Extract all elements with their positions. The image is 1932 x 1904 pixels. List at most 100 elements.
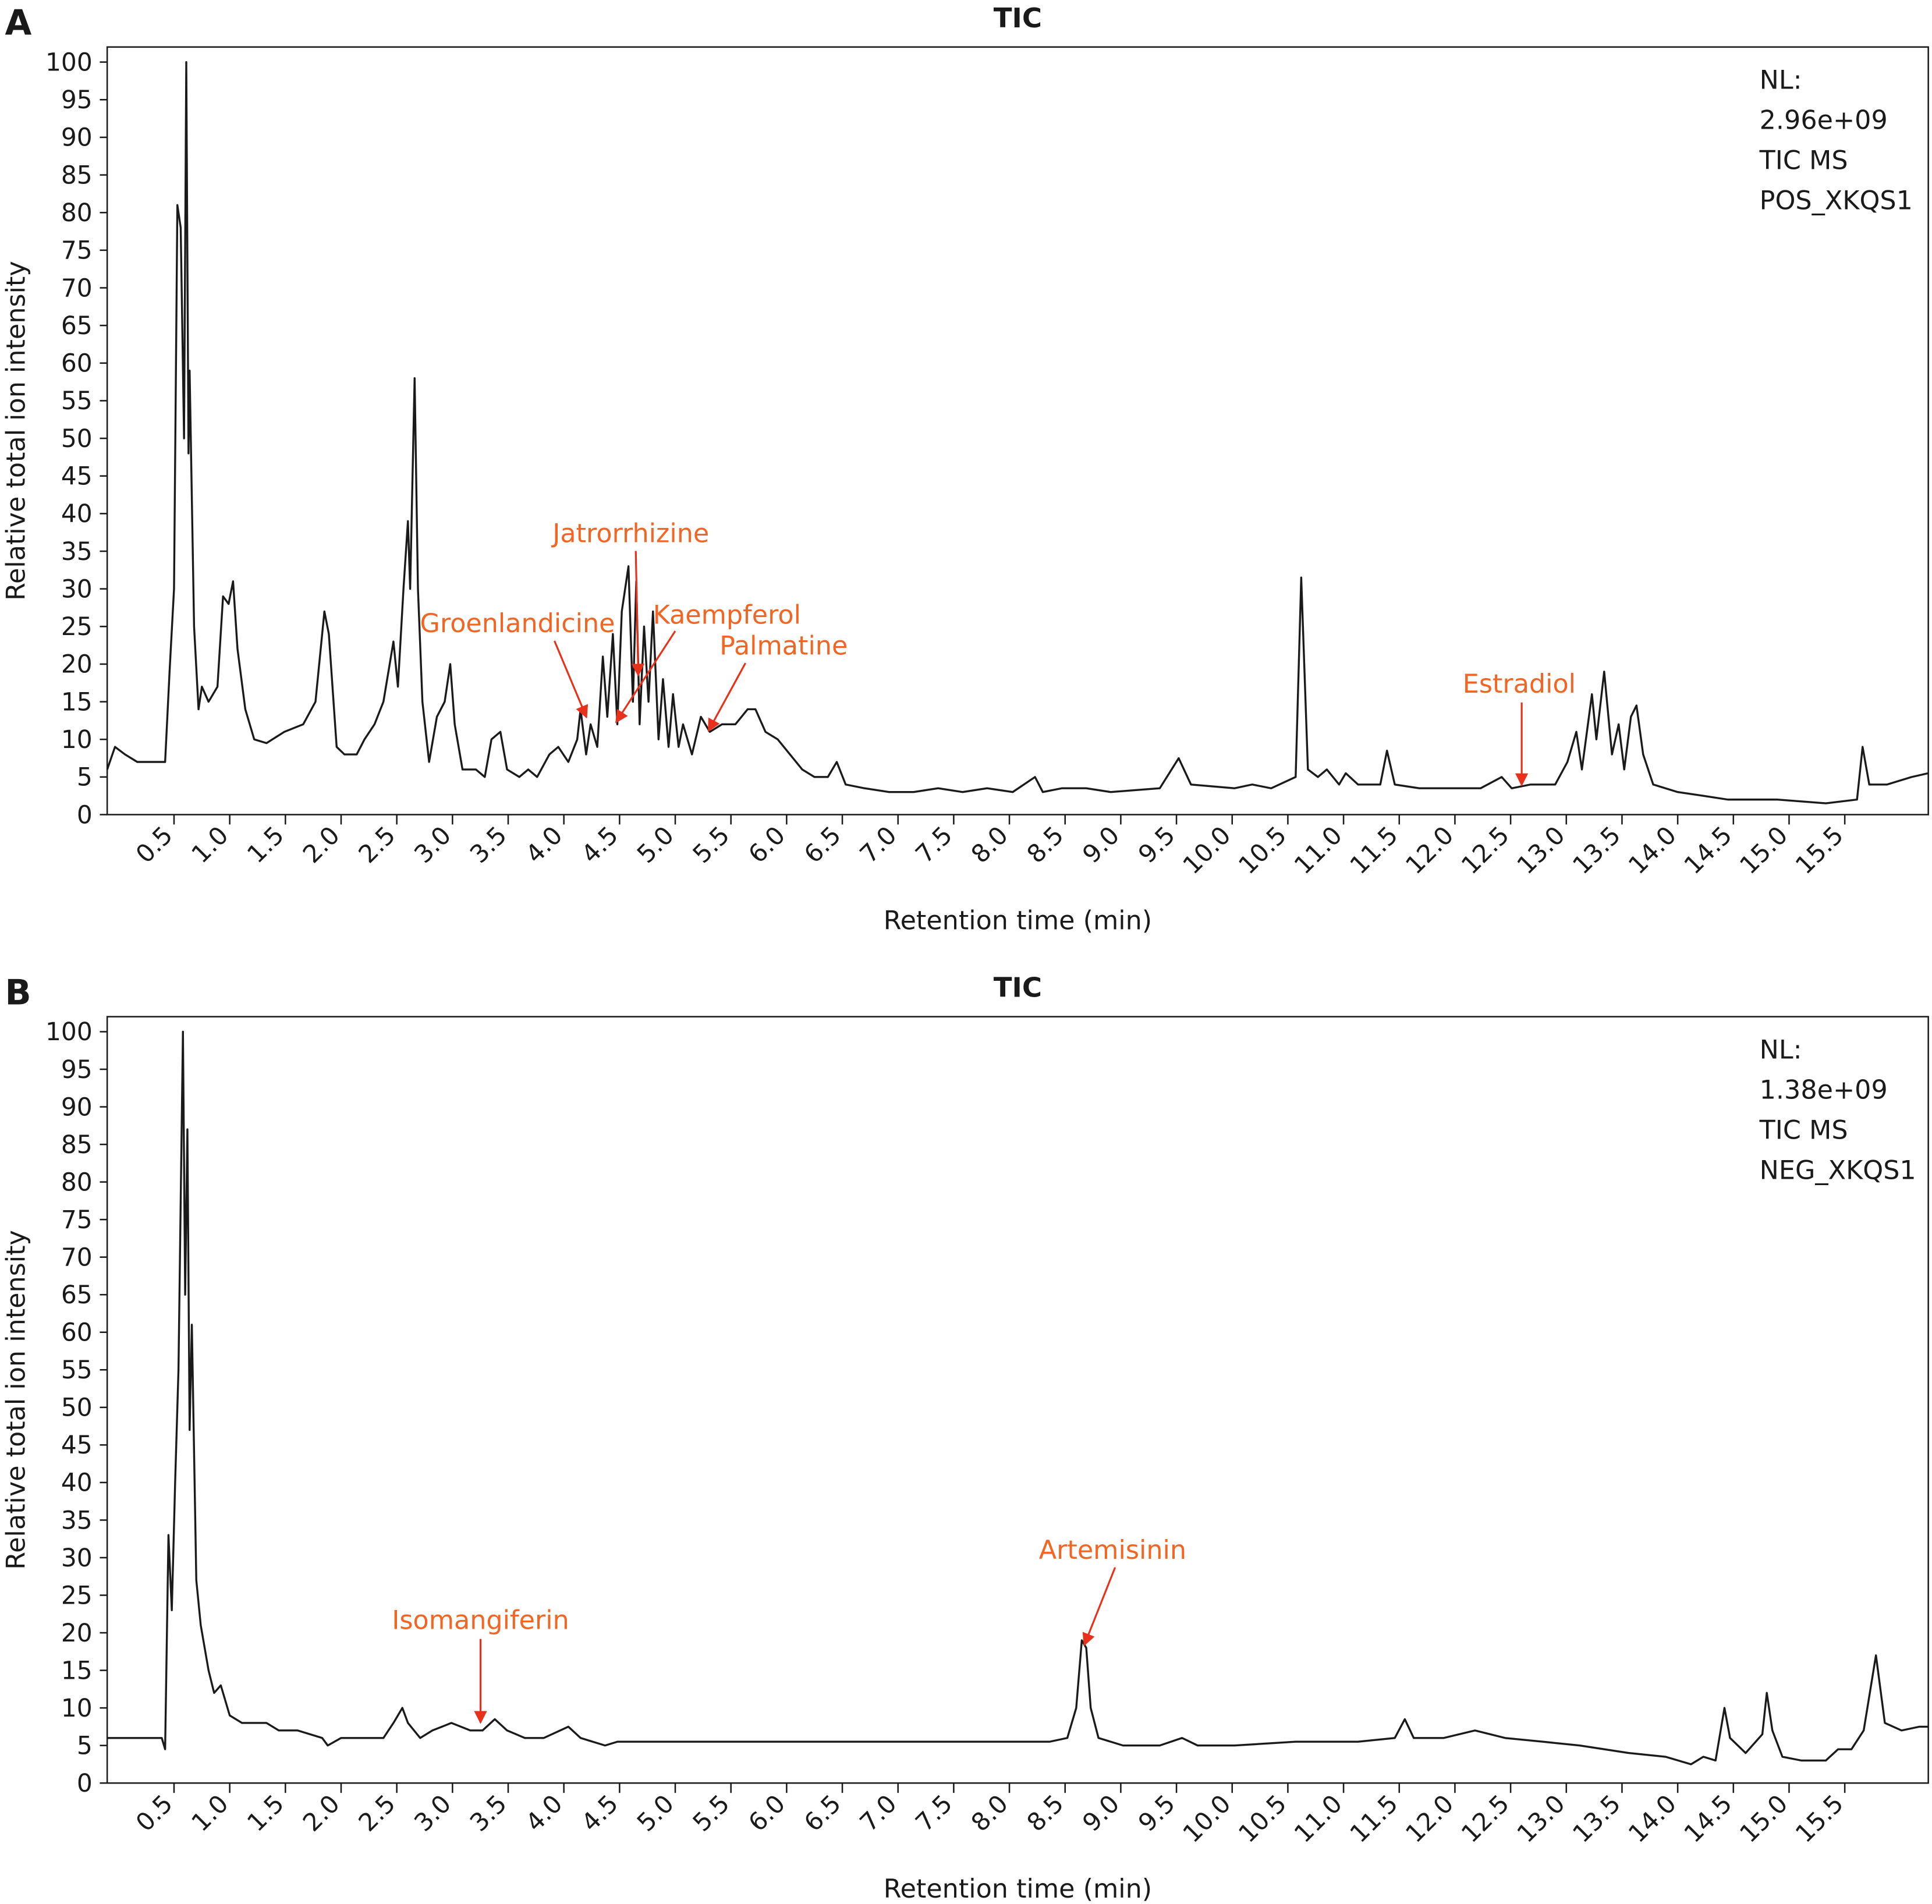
x-tick-label: 1.5: [242, 821, 289, 868]
tic-trace: [106, 61, 1929, 804]
info-line: 1.38e+09: [1760, 1076, 1888, 1105]
y-tick-label: 65: [61, 1281, 93, 1309]
y-tick-label: 15: [61, 1656, 93, 1685]
x-tick-label: 9.5: [1133, 821, 1181, 868]
plot-frame: [106, 1016, 1929, 1784]
x-tick-label: 14.5: [1679, 821, 1738, 880]
x-tick-label: 7.5: [910, 821, 958, 868]
annotation: Groenlandicine: [420, 609, 615, 639]
y-tick-label: 25: [61, 1581, 93, 1609]
x-tick-label: 15.0: [1734, 1789, 1793, 1848]
x-tick-label: 3.5: [465, 1789, 512, 1837]
y-tick-label: 70: [61, 274, 93, 302]
y-tick-label: 50: [61, 424, 93, 453]
annotation: Artemisinin: [1039, 1536, 1186, 1565]
panel-label: A: [5, 3, 31, 43]
panel-label: B: [5, 972, 31, 1012]
y-tick-label: 35: [61, 1506, 93, 1534]
x-tick-label: 15.0: [1734, 821, 1793, 880]
x-tick-label: 6.5: [799, 821, 846, 868]
x-tick-label: 11.0: [1289, 1789, 1348, 1848]
annotation-arrow: [707, 662, 747, 732]
info-line: TIC MS: [1759, 146, 1848, 176]
y-tick-label: 30: [61, 1544, 93, 1572]
info-line: POS_XKQS1: [1760, 186, 1913, 216]
y-tick-label: 0: [77, 1769, 93, 1797]
x-tick-label: 9.0: [1077, 821, 1125, 868]
x-tick-label: 3.5: [465, 821, 512, 868]
y-tick-label: 95: [61, 1055, 93, 1084]
info-line: NL:: [1760, 66, 1802, 95]
annotation: Jatrorrhizine: [551, 519, 709, 549]
x-tick-label: 7.0: [855, 821, 902, 868]
x-tick-label: 4.0: [520, 821, 568, 868]
annotation: Isomangiferin: [392, 1606, 569, 1636]
y-tick-label: 80: [61, 1168, 93, 1196]
x-tick-label: 0.5: [130, 1789, 178, 1837]
y-tick-label: 10: [61, 1694, 93, 1722]
y-tick-label: 40: [61, 1469, 93, 1497]
annotation: Kaempferol: [653, 600, 801, 630]
x-tick-label: 10.0: [1178, 1789, 1236, 1848]
x-tick-label: 7.0: [855, 1789, 902, 1837]
x-tick-label: 8.0: [966, 1789, 1013, 1837]
x-tick-label: 12.5: [1456, 821, 1515, 880]
x-tick-label: 15.5: [1790, 1789, 1849, 1848]
annotation: Palmatine: [719, 631, 848, 661]
x-tick-label: 1.0: [186, 821, 233, 868]
y-tick-label: 20: [61, 650, 93, 679]
y-tick-label: 100: [45, 48, 93, 76]
y-tick-label: 90: [61, 123, 93, 152]
annotation-arrow: [631, 551, 645, 677]
annotation-arrow: [554, 640, 589, 719]
x-tick-label: 10.5: [1233, 1789, 1292, 1848]
x-tick-label: 5.0: [632, 821, 679, 868]
x-axis-label: Retention time (min): [884, 906, 1152, 935]
x-tick-label: 1.5: [242, 1789, 289, 1837]
x-tick-label: 10.0: [1178, 821, 1236, 880]
x-tick-label: 8.5: [1022, 1789, 1069, 1837]
y-tick-label: 100: [45, 1017, 93, 1046]
y-axis-label: Relative total ion intensity: [1, 1230, 31, 1570]
y-tick-label: 90: [61, 1093, 93, 1121]
x-tick-label: 11.5: [1345, 1789, 1403, 1848]
x-tick-label: 13.5: [1567, 1789, 1626, 1848]
x-tick-label: 8.5: [1022, 821, 1069, 868]
y-tick-label: 45: [61, 462, 93, 491]
y-tick-label: 60: [61, 1318, 93, 1347]
chart-title: TIC: [994, 972, 1042, 1004]
x-tick-label: 6.0: [743, 821, 790, 868]
info-line: TIC MS: [1759, 1116, 1848, 1146]
x-tick-label: 4.0: [520, 1789, 568, 1837]
y-tick-label: 45: [61, 1431, 93, 1459]
y-tick-label: 55: [61, 1356, 93, 1384]
x-tick-label: 15.5: [1790, 821, 1849, 880]
y-tick-label: 5: [77, 1731, 93, 1760]
x-tick-label: 3.0: [409, 1789, 456, 1837]
x-tick-label: 14.0: [1623, 821, 1682, 880]
y-tick-label: 60: [61, 349, 93, 378]
y-tick-label: 20: [61, 1619, 93, 1647]
y-tick-label: 85: [61, 1130, 93, 1159]
x-tick-label: 12.0: [1400, 1789, 1459, 1848]
y-tick-label: 65: [61, 311, 93, 340]
x-tick-label: 1.0: [186, 1789, 233, 1837]
tic-trace: [107, 1030, 1929, 1765]
x-tick-label: 10.5: [1233, 821, 1292, 880]
x-axis-label: Retention time (min): [884, 1874, 1152, 1904]
x-tick-label: 8.0: [966, 821, 1013, 868]
x-tick-label: 2.5: [353, 821, 400, 868]
y-tick-label: 55: [61, 387, 93, 415]
plot-frame: [106, 46, 1929, 816]
y-tick-label: 15: [61, 687, 93, 716]
y-tick-label: 80: [61, 198, 93, 227]
x-tick-label: 2.0: [297, 821, 345, 868]
y-tick-label: 30: [61, 575, 93, 603]
x-tick-label: 6.0: [743, 1789, 790, 1837]
y-tick-label: 95: [61, 86, 93, 114]
y-tick-label: 70: [61, 1243, 93, 1271]
chart-title: TIC: [994, 2, 1042, 34]
y-tick-label: 50: [61, 1394, 93, 1422]
